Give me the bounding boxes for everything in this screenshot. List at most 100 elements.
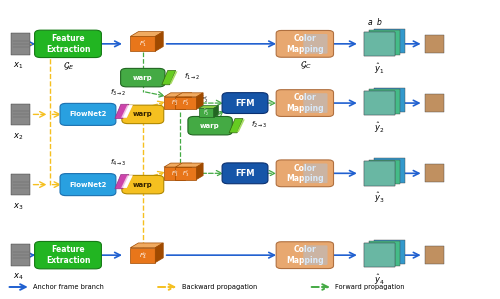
Polygon shape xyxy=(123,105,132,118)
Text: Color
Mapping: Color Mapping xyxy=(286,34,324,54)
Text: $\hat{y}_2$: $\hat{y}_2$ xyxy=(374,120,385,135)
FancyBboxPatch shape xyxy=(276,160,334,187)
Text: $x_2$: $x_2$ xyxy=(13,131,24,141)
FancyBboxPatch shape xyxy=(364,161,395,185)
Polygon shape xyxy=(198,106,218,109)
Text: Color
Mapping: Color Mapping xyxy=(286,93,324,113)
Polygon shape xyxy=(130,36,156,51)
FancyBboxPatch shape xyxy=(374,88,405,112)
Polygon shape xyxy=(176,97,197,109)
FancyBboxPatch shape xyxy=(11,33,30,54)
Polygon shape xyxy=(164,97,185,109)
FancyBboxPatch shape xyxy=(304,164,328,183)
FancyBboxPatch shape xyxy=(276,242,334,269)
FancyBboxPatch shape xyxy=(364,161,395,185)
FancyBboxPatch shape xyxy=(364,32,395,56)
FancyBboxPatch shape xyxy=(276,90,334,117)
Text: $f_{1\to2}$: $f_{1\to2}$ xyxy=(184,72,200,82)
Polygon shape xyxy=(185,93,192,109)
Polygon shape xyxy=(130,32,163,36)
Text: $\hat{y}_3$: $\hat{y}_3$ xyxy=(374,190,385,205)
Text: $F_1^f$: $F_1^f$ xyxy=(139,39,147,49)
Polygon shape xyxy=(185,163,192,180)
Text: $f_{3\to2}$: $f_{3\to2}$ xyxy=(110,88,126,98)
Text: $f_{2\to3}$: $f_{2\to3}$ xyxy=(251,120,268,130)
Polygon shape xyxy=(176,93,203,97)
FancyBboxPatch shape xyxy=(222,93,268,114)
Text: $x_3$: $x_3$ xyxy=(13,201,24,212)
FancyBboxPatch shape xyxy=(364,243,395,267)
FancyBboxPatch shape xyxy=(34,30,102,57)
Polygon shape xyxy=(121,105,132,118)
FancyBboxPatch shape xyxy=(424,94,444,112)
FancyBboxPatch shape xyxy=(374,240,405,264)
Polygon shape xyxy=(164,167,185,180)
Text: FlowNet2: FlowNet2 xyxy=(70,181,106,187)
Text: Anchor frame branch: Anchor frame branch xyxy=(33,284,104,290)
Text: $f_{4\to3}$: $f_{4\to3}$ xyxy=(110,158,126,168)
FancyBboxPatch shape xyxy=(188,117,232,135)
Text: $\bar{F}_2^f$: $\bar{F}_2^f$ xyxy=(202,94,209,105)
Polygon shape xyxy=(156,243,163,263)
FancyBboxPatch shape xyxy=(364,91,395,115)
Text: $F_2^f$: $F_2^f$ xyxy=(182,98,190,109)
Text: $\mathcal{G}_C$: $\mathcal{G}_C$ xyxy=(300,60,312,71)
Polygon shape xyxy=(214,106,218,118)
Polygon shape xyxy=(121,176,132,188)
Text: warp: warp xyxy=(133,75,152,81)
Text: Color
Mapping: Color Mapping xyxy=(286,245,324,265)
Polygon shape xyxy=(115,175,129,189)
Text: FFM: FFM xyxy=(236,169,255,178)
Text: Color
Mapping: Color Mapping xyxy=(286,164,324,183)
FancyBboxPatch shape xyxy=(60,103,116,125)
FancyBboxPatch shape xyxy=(424,35,444,53)
FancyBboxPatch shape xyxy=(304,245,328,265)
FancyBboxPatch shape xyxy=(364,243,395,267)
Text: warp: warp xyxy=(200,123,220,129)
FancyBboxPatch shape xyxy=(374,158,405,182)
Polygon shape xyxy=(196,163,203,180)
FancyBboxPatch shape xyxy=(222,163,268,184)
Polygon shape xyxy=(164,93,192,97)
FancyBboxPatch shape xyxy=(11,245,30,266)
FancyBboxPatch shape xyxy=(304,34,328,54)
Text: $\hat{y}_4$: $\hat{y}_4$ xyxy=(374,272,385,287)
Polygon shape xyxy=(130,248,156,263)
Polygon shape xyxy=(164,163,192,167)
FancyBboxPatch shape xyxy=(369,89,400,114)
Polygon shape xyxy=(156,32,163,51)
Text: warp: warp xyxy=(133,112,152,118)
Polygon shape xyxy=(237,119,245,132)
FancyBboxPatch shape xyxy=(364,32,395,56)
Polygon shape xyxy=(123,176,132,188)
FancyBboxPatch shape xyxy=(34,242,102,269)
Text: Feature
Extraction: Feature Extraction xyxy=(46,245,90,265)
FancyBboxPatch shape xyxy=(304,93,328,113)
FancyBboxPatch shape xyxy=(11,174,30,195)
Text: FlowNet2: FlowNet2 xyxy=(70,112,106,118)
Text: $F_4^b$: $F_4^b$ xyxy=(138,250,147,260)
Text: $\hat{y}_1$: $\hat{y}_1$ xyxy=(374,61,385,76)
Polygon shape xyxy=(115,104,129,118)
Text: $F_2^b$: $F_2^b$ xyxy=(170,98,178,109)
Text: Forward propagation: Forward propagation xyxy=(336,284,405,290)
Text: FFM: FFM xyxy=(236,99,255,108)
FancyBboxPatch shape xyxy=(424,246,444,264)
Polygon shape xyxy=(198,109,214,118)
Text: $a$  $b$: $a$ $b$ xyxy=(366,16,382,27)
FancyBboxPatch shape xyxy=(120,68,165,87)
Polygon shape xyxy=(176,167,197,180)
FancyBboxPatch shape xyxy=(424,164,444,182)
Text: Backward propagation: Backward propagation xyxy=(182,284,257,290)
FancyBboxPatch shape xyxy=(122,105,164,123)
Polygon shape xyxy=(196,93,203,109)
Polygon shape xyxy=(162,71,175,85)
FancyBboxPatch shape xyxy=(369,242,400,266)
FancyBboxPatch shape xyxy=(122,176,164,194)
FancyBboxPatch shape xyxy=(364,91,395,115)
Polygon shape xyxy=(170,71,177,84)
FancyBboxPatch shape xyxy=(11,104,30,125)
Text: $\mathcal{G}_E$: $\mathcal{G}_E$ xyxy=(64,61,74,72)
Polygon shape xyxy=(130,243,163,248)
Text: Feature
Extraction: Feature Extraction xyxy=(46,34,90,54)
